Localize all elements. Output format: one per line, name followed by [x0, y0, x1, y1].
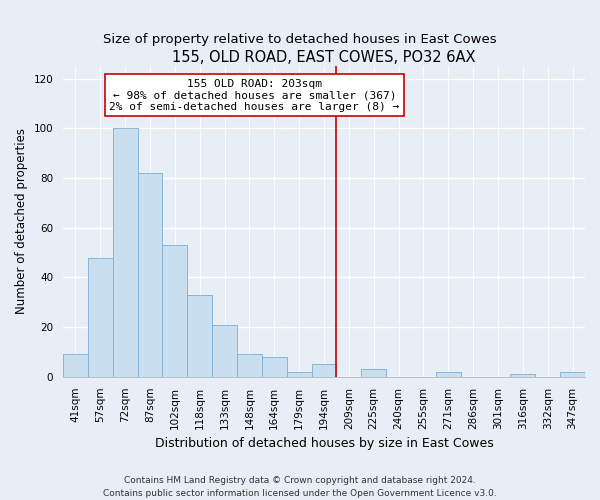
- Bar: [237, 354, 262, 377]
- Bar: [212, 324, 237, 377]
- Bar: [63, 354, 88, 377]
- Bar: [436, 372, 461, 377]
- Bar: [137, 173, 163, 377]
- Text: Size of property relative to detached houses in East Cowes: Size of property relative to detached ho…: [103, 32, 497, 46]
- Text: Contains HM Land Registry data © Crown copyright and database right 2024.
Contai: Contains HM Land Registry data © Crown c…: [103, 476, 497, 498]
- Y-axis label: Number of detached properties: Number of detached properties: [15, 128, 28, 314]
- Bar: [88, 258, 113, 377]
- Title: 155, OLD ROAD, EAST COWES, PO32 6AX: 155, OLD ROAD, EAST COWES, PO32 6AX: [172, 50, 476, 65]
- Bar: [361, 370, 386, 377]
- Bar: [113, 128, 137, 377]
- Bar: [187, 295, 212, 377]
- Bar: [311, 364, 337, 377]
- Bar: [560, 372, 585, 377]
- Bar: [287, 372, 311, 377]
- Bar: [511, 374, 535, 377]
- Bar: [163, 245, 187, 377]
- X-axis label: Distribution of detached houses by size in East Cowes: Distribution of detached houses by size …: [155, 437, 493, 450]
- Text: 155 OLD ROAD: 203sqm
← 98% of detached houses are smaller (367)
2% of semi-detac: 155 OLD ROAD: 203sqm ← 98% of detached h…: [109, 78, 400, 112]
- Bar: [262, 357, 287, 377]
